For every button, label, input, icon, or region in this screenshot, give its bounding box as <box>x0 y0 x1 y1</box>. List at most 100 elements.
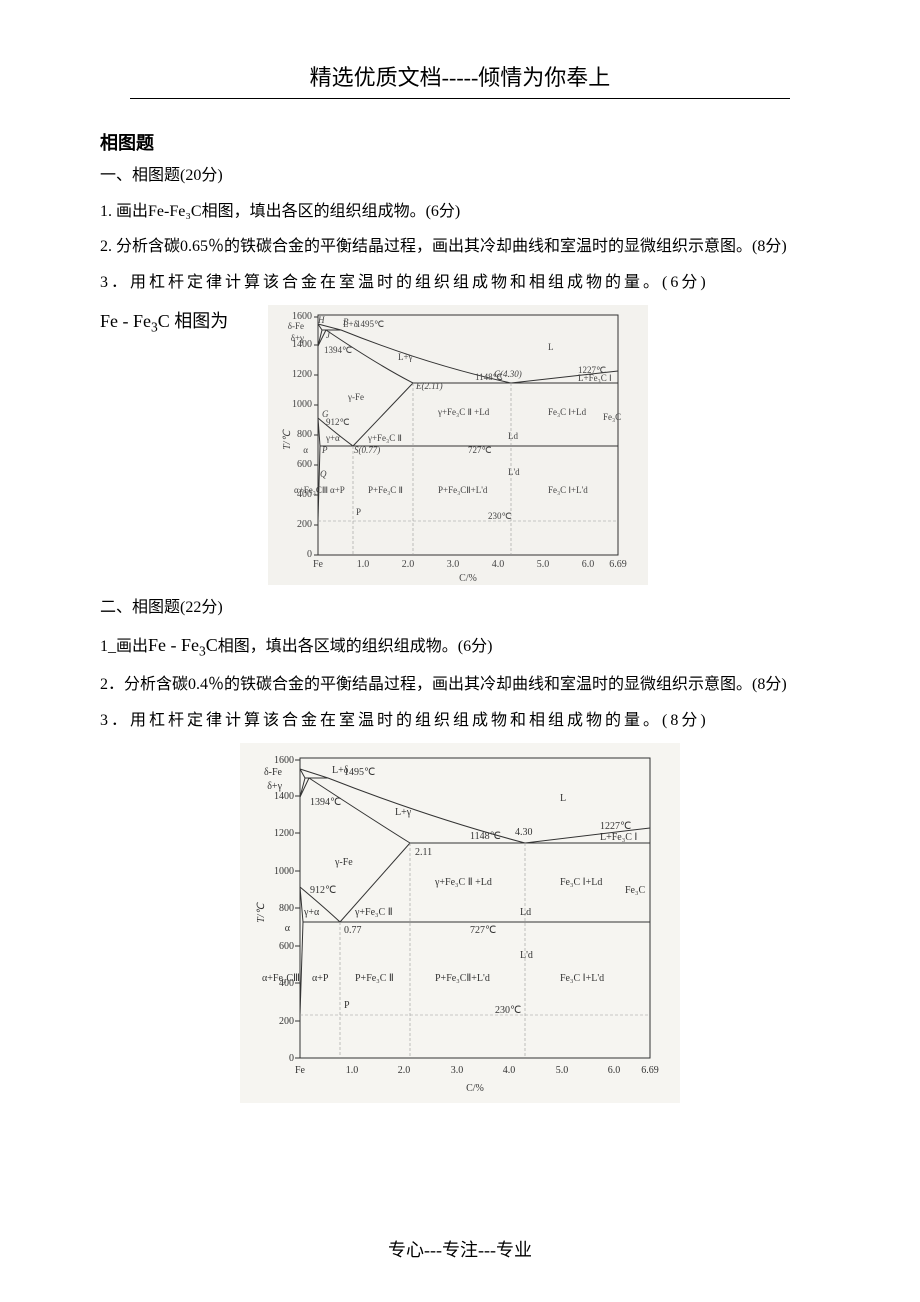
svg-text:δ-Fe: δ-Fe <box>264 767 283 778</box>
svg-text:1.0: 1.0 <box>357 559 370 570</box>
svg-text:1227℃: 1227℃ <box>600 821 631 832</box>
svg-text:200: 200 <box>279 1016 294 1027</box>
svg-text:5.0: 5.0 <box>556 1065 569 1076</box>
section1-q1: 1. 画出Fe-Fe₃C相图，填出各区的组织组成物。(6分) <box>100 199 820 225</box>
svg-text:E(2.11): E(2.11) <box>415 381 443 391</box>
svg-text:3.0: 3.0 <box>447 559 460 570</box>
section2-q3: 3．用杠杆定律计算该合金在室温时的组织组成物和相组成物的量。(8分) <box>100 708 820 734</box>
svg-text:γ-Fe: γ-Fe <box>347 392 364 402</box>
svg-text:γ+Fe₃C Ⅱ: γ+Fe₃C Ⅱ <box>354 907 393 918</box>
y-label-2: T/℃ <box>256 902 267 923</box>
svg-text:γ+Fe₃C Ⅱ +Ld: γ+Fe₃C Ⅱ +Ld <box>437 407 490 417</box>
section1-q3-text: 3．用杠杆定律计算该合金在室温时的组织组成物和相组成物的量。(6分) <box>100 274 709 291</box>
svg-text:1600: 1600 <box>274 755 294 766</box>
svg-text:0: 0 <box>289 1053 294 1064</box>
svg-text:1000: 1000 <box>292 399 312 410</box>
svg-text:1394℃: 1394℃ <box>324 345 352 355</box>
svg-text:γ+Fe₃C Ⅱ +Ld: γ+Fe₃C Ⅱ +Ld <box>434 877 492 888</box>
diagram1-caption: Fe - Fe3C 相图为 <box>100 307 228 336</box>
s2q1-d: C <box>206 635 218 655</box>
cap-sub: 3 <box>151 320 158 335</box>
svg-text:Ld: Ld <box>520 907 531 918</box>
svg-text:0.77: 0.77 <box>344 925 362 936</box>
svg-text:α: α <box>304 445 309 455</box>
svg-text:Ld: Ld <box>508 431 518 441</box>
svg-text:P+Fe₃CⅡ+L'd: P+Fe₃CⅡ+L'd <box>438 485 488 495</box>
svg-text:Fe₃C: Fe₃C <box>625 885 645 896</box>
svg-text:0: 0 <box>307 549 312 560</box>
section2-q3-text: 3．用杠杆定律计算该合金在室温时的组织组成物和相组成物的量。(8分) <box>100 712 709 729</box>
svg-text:1200: 1200 <box>292 369 312 380</box>
svg-text:2.11: 2.11 <box>415 847 432 858</box>
svg-text:Fe: Fe <box>313 559 324 570</box>
phase-diagram-2: 0 200 400 600 800 1000 1200 1400 1600 T/… <box>240 743 680 1103</box>
svg-text:1000: 1000 <box>274 866 294 877</box>
section2-heading: 二、相图题(22分) <box>100 595 820 621</box>
svg-text:δ+γ: δ+γ <box>291 333 304 343</box>
s2q1-a: 1_画出 <box>100 638 148 655</box>
svg-text:912℃: 912℃ <box>310 885 336 896</box>
diagram1-row: Fe - Fe3C 相图为 0 200 400 600 800 1000 120… <box>100 305 820 585</box>
svg-text:L+γ: L+γ <box>395 807 412 818</box>
svg-text:Fe₃C: Fe₃C <box>603 412 621 422</box>
svg-text:L: L <box>548 342 554 352</box>
svg-text:Fe₃C Ⅰ+Ld: Fe₃C Ⅰ+Ld <box>560 877 602 888</box>
svg-text:δ+γ: δ+γ <box>267 781 282 792</box>
y-label: T/℃ <box>282 429 293 450</box>
s2q1-e: 相图，填出各区域的组织组成物。(6分) <box>218 638 493 655</box>
svg-text:P: P <box>344 1000 350 1011</box>
svg-text:L+Fe₃C Ⅰ: L+Fe₃C Ⅰ <box>600 832 637 843</box>
svg-text:Fe₃C Ⅰ+Ld: Fe₃C Ⅰ+Ld <box>548 407 587 417</box>
section1-heading: 一、相图题(20分) <box>100 163 820 189</box>
page-header: 精选优质文档-----倾情为你奉上 <box>100 60 820 98</box>
svg-text:C(4.30): C(4.30) <box>494 369 522 379</box>
svg-text:230℃: 230℃ <box>488 511 512 521</box>
svg-text:γ-Fe: γ-Fe <box>334 857 353 868</box>
svg-text:Q: Q <box>320 469 327 479</box>
section1-q2: 2. 分析含碳0.65％的铁碳合金的平衡结晶过程，画出其冷却曲线和室温时的显微组… <box>100 234 820 260</box>
svg-text:200: 200 <box>297 519 312 530</box>
section2-q1: 1_画出Fe - Fe3C相图，填出各区域的组织组成物。(6分) <box>100 631 820 662</box>
svg-text:5.0: 5.0 <box>537 559 550 570</box>
svg-text:P: P <box>321 445 328 455</box>
svg-text:727℃: 727℃ <box>470 925 496 936</box>
svg-text:727℃: 727℃ <box>468 445 492 455</box>
svg-text:1200: 1200 <box>274 828 294 839</box>
phase-diagram-1: 0 200 400 600 800 1000 1200 1400 1600 <box>268 305 648 585</box>
svg-text:1148℃: 1148℃ <box>470 831 501 842</box>
header-rule <box>130 98 790 99</box>
svg-text:4.0: 4.0 <box>503 1065 516 1076</box>
svg-text:2.0: 2.0 <box>398 1065 411 1076</box>
svg-text:α+P: α+P <box>330 485 345 495</box>
svg-text:Fe₃C Ⅰ+L'd: Fe₃C Ⅰ+L'd <box>560 973 604 984</box>
svg-text:α+P: α+P <box>312 973 329 984</box>
svg-text:L'd: L'd <box>520 950 533 961</box>
svg-text:6.69: 6.69 <box>641 1065 659 1076</box>
svg-text:1394℃: 1394℃ <box>310 797 341 808</box>
svg-text:S(0.77): S(0.77) <box>354 445 380 455</box>
page-footer: 专心---专注---专业 <box>0 1236 920 1262</box>
svg-text:L: L <box>560 793 566 804</box>
svg-text:γ+α: γ+α <box>325 433 340 443</box>
cap-b: C 相图为 <box>158 311 229 331</box>
svg-text:P+Fe₃CⅡ+L'd: P+Fe₃CⅡ+L'd <box>435 973 490 984</box>
svg-text:600: 600 <box>297 459 312 470</box>
s2q1-c: 3 <box>199 644 206 659</box>
svg-text:Fe₃C Ⅰ+L'd: Fe₃C Ⅰ+L'd <box>548 485 588 495</box>
svg-text:δ-Fe: δ-Fe <box>288 321 304 331</box>
title: 相图题 <box>100 129 820 155</box>
section1-q3: 3．用杠杆定律计算该合金在室温时的组织组成物和相组成物的量。(6分) <box>100 270 820 296</box>
svg-text:4.30: 4.30 <box>515 827 533 838</box>
cap-a: Fe - Fe <box>100 311 151 331</box>
svg-text:Fe: Fe <box>295 1065 306 1076</box>
svg-text:1.0: 1.0 <box>346 1065 359 1076</box>
svg-text:B: B <box>343 317 349 327</box>
svg-text:γ+Fe₃C Ⅱ: γ+Fe₃C Ⅱ <box>367 433 402 443</box>
x-label-2: C/% <box>466 1083 484 1094</box>
x-label: C/% <box>459 573 477 584</box>
svg-text:912℃: 912℃ <box>326 417 350 427</box>
section2-q2: 2．分析含碳0.4％的铁碳合金的平衡结晶过程，画出其冷却曲线和室温时的显微组织示… <box>100 672 820 698</box>
svg-text:6.0: 6.0 <box>582 559 595 570</box>
svg-text:230℃: 230℃ <box>495 1005 521 1016</box>
svg-text:γ+α: γ+α <box>303 907 320 918</box>
